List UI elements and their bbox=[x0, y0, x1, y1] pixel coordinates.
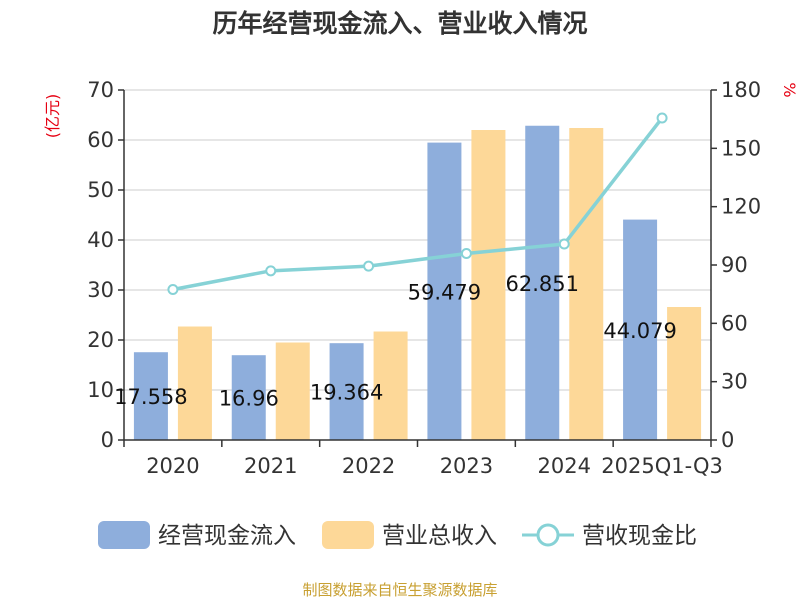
x-axis-tick-label: 2021 bbox=[244, 454, 297, 478]
axes: 0 10 20 30 40 50 60 70 0 30 60 90 120 150 180 2020 2021 2… bbox=[87, 78, 761, 478]
ratio-point bbox=[167, 284, 179, 295]
bar-revenue bbox=[667, 307, 702, 440]
x-axis-tick-label: 2020 bbox=[146, 454, 199, 478]
bar-data-label: 62.851 bbox=[506, 272, 579, 296]
bar-revenue bbox=[373, 331, 408, 440]
right-axis-tick-label: 180 bbox=[721, 78, 761, 102]
right-axis-unit: % bbox=[780, 82, 799, 97]
x-axis-tick-label: 2024 bbox=[538, 454, 591, 478]
ratio-point bbox=[265, 265, 277, 277]
ratio-point bbox=[363, 260, 375, 272]
bar-cash-inflow bbox=[525, 125, 560, 441]
right-axis-tick-label: 60 bbox=[721, 311, 748, 335]
bar-data-label: 44.079 bbox=[603, 319, 676, 343]
left-axis-tick-label: 0 bbox=[101, 428, 114, 452]
chart-title: 历年经营现金流入、营业收入情况 bbox=[212, 9, 587, 38]
bar-revenue bbox=[471, 130, 506, 440]
left-axis-tick-label: 30 bbox=[87, 278, 114, 302]
left-axis-tick-label: 70 bbox=[87, 78, 114, 102]
legend-label-ratio: 营收现金比 bbox=[582, 523, 697, 549]
ratio-point bbox=[656, 112, 668, 124]
right-axis-tick-label: 0 bbox=[721, 428, 734, 452]
ratio-line bbox=[167, 112, 668, 295]
bar-cash-inflow bbox=[329, 343, 364, 440]
left-axis-tick-label: 10 bbox=[87, 378, 114, 402]
legend: 经营现金流入 营业总收入 营收现金比 bbox=[98, 521, 697, 549]
legend-label-cash-inflow: 经营现金流入 bbox=[158, 523, 296, 549]
gridlines bbox=[124, 89, 711, 391]
left-axis-tick-label: 40 bbox=[87, 228, 114, 252]
bar-cash-inflow bbox=[231, 355, 266, 440]
legend-marker-ratio bbox=[536, 523, 560, 547]
x-axis-tick-label: 2023 bbox=[440, 454, 493, 478]
x-axis-tick-label: 2022 bbox=[342, 454, 395, 478]
bar-cash-inflow bbox=[133, 352, 168, 440]
left-axis-tick-label: 20 bbox=[87, 328, 114, 352]
bar-revenue bbox=[569, 128, 604, 440]
left-axis-tick-label: 60 bbox=[87, 128, 114, 152]
bar-revenue bbox=[275, 342, 310, 440]
legend-swatch-revenue bbox=[322, 521, 374, 549]
left-axis-tick-label: 50 bbox=[87, 178, 114, 202]
ratio-point bbox=[558, 238, 570, 250]
bar-revenue bbox=[177, 326, 212, 440]
bar-cash-inflow bbox=[623, 219, 658, 440]
ratio-line-path bbox=[172, 116, 664, 292]
right-axis-tick-label: 120 bbox=[721, 195, 761, 219]
bar-cash-inflow bbox=[427, 142, 462, 441]
bar-data-label: 59.479 bbox=[408, 280, 481, 304]
right-axis-tick-label: 30 bbox=[721, 370, 748, 394]
legend-label-revenue: 营业总收入 bbox=[382, 523, 497, 549]
right-axis-tick-label: 90 bbox=[721, 253, 748, 277]
bar-data-label: 16.96 bbox=[219, 387, 279, 411]
bar-data-label: 17.558 bbox=[114, 385, 187, 409]
ratio-point bbox=[460, 248, 472, 260]
right-axis-tick-label: 150 bbox=[721, 136, 761, 160]
left-axis-unit: (亿元) bbox=[43, 94, 62, 139]
data-labels: 17.558 16.96 19.364 59.479 62.851 44.079 bbox=[114, 272, 677, 411]
source-note: 制图数据来自恒生聚源数据库 bbox=[302, 581, 497, 599]
x-axis-tick-label: 2025Q1-Q3 bbox=[601, 454, 723, 478]
bars bbox=[133, 125, 702, 441]
bar-data-label: 19.364 bbox=[310, 381, 383, 405]
legend-swatch-cash-inflow bbox=[98, 521, 150, 549]
